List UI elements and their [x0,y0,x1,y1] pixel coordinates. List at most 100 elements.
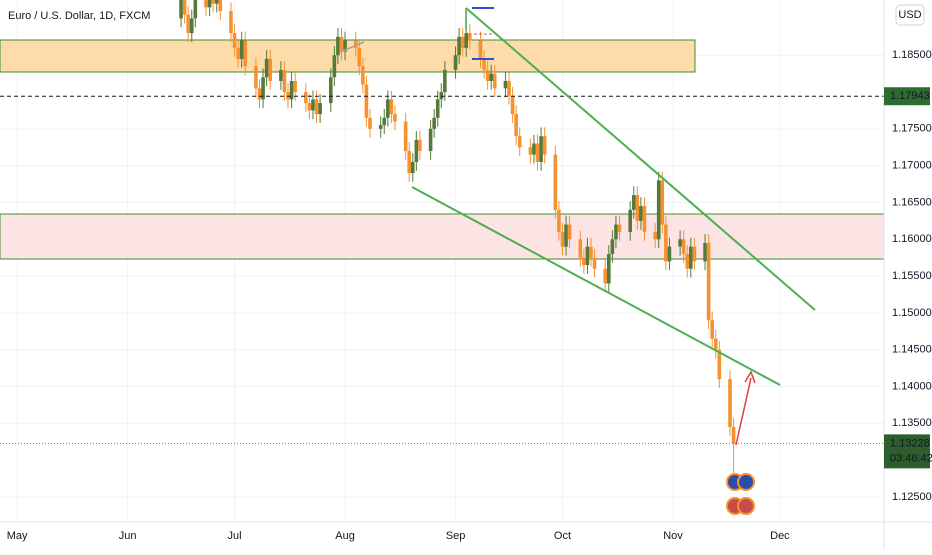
lower-trendline [411,186,781,386]
candle-body [307,103,312,111]
candle-body [339,36,344,52]
candle-body [328,77,333,104]
chart-title: Euro / U.S. Dollar, 1D, FXCM [8,10,150,22]
candle-body [656,180,661,240]
candle-body [492,73,497,89]
candle-body [664,224,668,262]
candle-body [414,139,419,162]
y-tick-label: 1.16500 [892,196,932,208]
x-tick-label: Aug [335,530,355,542]
candle-body [510,95,515,115]
candle-body [503,80,508,89]
candle-body [286,92,290,100]
candle-body [535,143,540,162]
y-tick-label: 1.18500 [892,49,932,61]
candle-body [279,69,283,81]
candle-body [179,0,183,19]
candle-body [293,80,297,93]
candle-body [282,69,287,93]
candle-body [239,40,244,59]
x-tick-label: Oct [554,530,571,542]
event-icons [726,473,755,515]
candle-body [343,40,347,52]
candle-body [232,33,237,48]
candle-body [193,0,198,19]
candle-body [211,0,215,4]
candle-body [517,136,522,148]
candle-body [653,231,657,240]
candle-body [393,114,397,122]
candle-body [418,139,422,151]
y-tick-label: 1.14000 [892,380,932,392]
resistance-zone [0,39,696,73]
candle-body [460,36,465,48]
candle-body [218,0,223,12]
candle-body [254,66,258,89]
candle-body [464,33,469,48]
candle-body [364,84,369,118]
y-tick-label: 1.16000 [892,233,932,245]
candle-body [514,114,518,137]
candle-body [204,0,208,8]
candle-body [589,246,593,258]
candle-body [635,195,640,221]
candle-body [353,40,358,48]
time-axis [0,522,884,550]
candle-body [539,136,543,162]
candle-body [314,99,319,115]
candle-body [667,246,672,262]
candle-body [713,338,718,350]
currency-label[interactable]: USD [898,9,921,21]
y-tick-label: 1.12500 [892,491,932,503]
candle-body [428,128,433,151]
current-price-box [884,434,930,469]
candle-body [617,224,622,232]
candle-body [603,268,608,284]
candle-body [681,239,686,255]
candle-body [553,154,558,210]
candle-body [289,80,294,100]
marked-price-box [884,87,930,106]
arrow-head [744,370,756,384]
candle-body [528,147,533,155]
candle-body [703,242,707,262]
candle-body [304,92,308,104]
candle-body [318,103,322,115]
candle-body [236,47,240,59]
x-tick-label: Nov [663,530,683,542]
candle-body [592,257,597,269]
candle-body [507,80,511,96]
candle-body [182,0,187,15]
candle-body [407,150,412,174]
support-zone [0,213,885,260]
candle-body [582,257,586,266]
candle-body [607,254,611,284]
candle-body [585,246,590,266]
candle-body [214,0,219,4]
candle-body [311,99,315,111]
candle-body [439,92,444,100]
candle-body [264,58,269,78]
candle-body [564,224,568,247]
candle-body [685,254,690,269]
candle-body [610,239,615,255]
candle-body [403,121,408,151]
candle-body [357,47,362,67]
candle-body [453,55,458,70]
candle-body [692,246,697,262]
candle-body [639,206,643,221]
candle-body [368,117,372,129]
candle-body [332,55,337,78]
candle-body [229,11,233,34]
candle-body [457,36,461,56]
candle-body [378,125,383,129]
candle-body [443,69,447,93]
candle-body [628,209,633,232]
overlay [0,95,884,444]
current-price-label: 1.13228 [890,437,930,449]
candle-body [567,224,572,240]
candle-body [660,180,665,225]
candle-body [614,224,618,240]
currency-button[interactable] [895,4,925,26]
x-tick-label: May [7,530,28,542]
